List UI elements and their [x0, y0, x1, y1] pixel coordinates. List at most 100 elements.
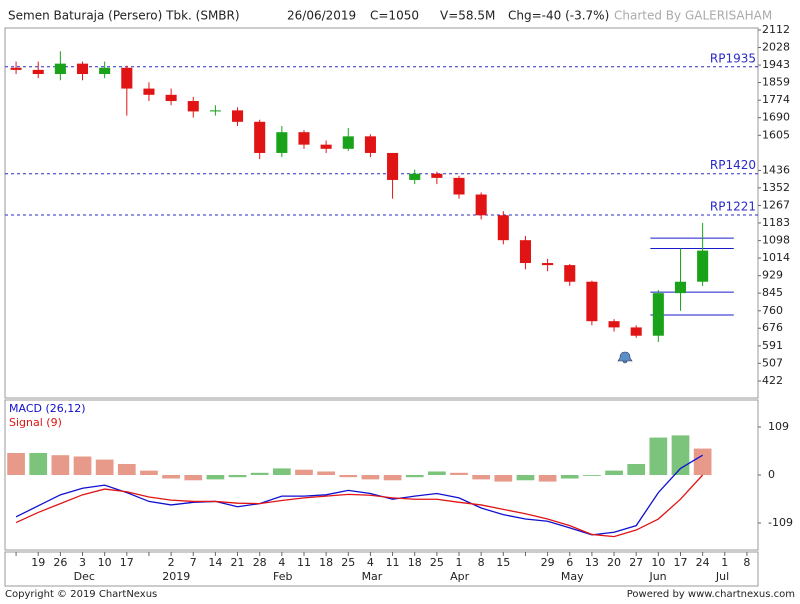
candle-body: [320, 144, 332, 149]
x-tick-label: 4: [367, 556, 374, 569]
month-label: Jun: [648, 570, 666, 583]
histogram-bar: [95, 459, 114, 475]
y-tick-label: 1690: [762, 111, 790, 124]
alert-bell: [617, 351, 633, 364]
histogram-bar: [428, 471, 446, 475]
histogram-bar: [538, 475, 557, 482]
y-tick-label: 1774: [762, 93, 790, 106]
candle-body: [431, 173, 443, 178]
x-tick-label: 10: [98, 556, 112, 569]
candle-body: [586, 281, 598, 322]
histogram-bar: [627, 463, 646, 475]
candle-body: [298, 132, 310, 145]
candle-body: [608, 321, 620, 328]
x-tick-label: 8: [478, 556, 485, 569]
close: C=1050: [370, 9, 419, 23]
y-tick-label: 0: [768, 468, 775, 481]
y-tick-label: 1352: [762, 181, 790, 194]
y-tick-label: 1183: [762, 216, 790, 229]
candle-body: [342, 136, 354, 149]
candle-body: [497, 215, 509, 241]
histogram-bar: [272, 468, 291, 475]
y-tick-label: 591: [762, 339, 783, 352]
candle-body: [564, 265, 576, 282]
candle-body: [630, 327, 642, 336]
histogram-bar: [250, 472, 269, 475]
histogram-bar: [560, 475, 579, 479]
histogram-bar: [206, 475, 225, 480]
date-axis: [4, 551, 759, 587]
candle-body: [364, 136, 376, 153]
y-tick-label: 2028: [762, 40, 790, 53]
candle-body: [652, 293, 664, 336]
copyright: Copyright © 2019 ChartNexus: [5, 589, 157, 600]
reference-label: RP1221: [710, 200, 756, 214]
y-tick-label: 1436: [762, 163, 790, 176]
candle-body: [32, 69, 44, 75]
x-tick-label: 27: [629, 556, 643, 569]
month-label: Jul: [715, 570, 729, 583]
histogram-bar: [184, 475, 203, 481]
x-tick-label: 17: [673, 556, 687, 569]
histogram-bar: [693, 448, 712, 475]
y-tick-label: 760: [762, 304, 783, 317]
y-tick-label: 1098: [762, 234, 790, 247]
candle-body: [697, 250, 709, 282]
candle-body: [10, 67, 22, 70]
x-tick-label: 11: [297, 556, 311, 569]
histogram-bar: [383, 475, 402, 481]
volume: V=58.5M: [440, 9, 495, 23]
price-panel: [4, 27, 759, 399]
y-tick-label: 507: [762, 356, 783, 369]
y-tick-label: 929: [762, 269, 783, 282]
histogram-bar: [162, 475, 180, 479]
y-tick-label: 1943: [762, 58, 790, 71]
x-tick-label: 25: [341, 556, 355, 569]
x-tick-label: 24: [696, 556, 710, 569]
x-tick-label: 8: [743, 556, 750, 569]
histogram-bar: [29, 452, 48, 475]
macd-line: [15, 474, 704, 538]
candle-body: [54, 63, 66, 75]
y-tick-label: 1014: [762, 251, 790, 264]
x-tick-label: 3: [79, 556, 86, 569]
candle-body: [387, 152, 399, 180]
date: 26/06/2019: [287, 9, 356, 23]
y-tick-label: 845: [762, 286, 783, 299]
y-tick-label: 422: [762, 374, 783, 387]
histogram-bar: [494, 475, 513, 482]
candle-body: [187, 101, 199, 112]
y-tick-label: 1605: [762, 128, 790, 141]
histogram-bar: [450, 472, 468, 475]
month-label: Mar: [362, 570, 383, 583]
macd-line: [15, 454, 703, 536]
change: Chg=-40 (-3.7%): [508, 9, 609, 23]
histogram-bar: [140, 470, 158, 475]
histogram-bar: [7, 452, 25, 475]
candle-body: [276, 132, 288, 153]
y-tick-label: -109: [768, 516, 793, 529]
x-tick-label: 14: [208, 556, 222, 569]
histogram-bar: [339, 475, 358, 478]
histogram-bar: [295, 469, 313, 475]
x-tick-label: 11: [386, 556, 400, 569]
candle-body: [475, 194, 487, 216]
month-label: Feb: [273, 570, 292, 583]
candle-body: [143, 88, 155, 95]
histogram-bar: [516, 475, 535, 481]
candle-body: [254, 121, 266, 153]
month-label: Dec: [74, 570, 95, 583]
month-label: Apr: [450, 570, 470, 583]
x-tick-label: 7: [190, 556, 197, 569]
histogram-bar: [583, 475, 601, 476]
x-tick-label: 25: [430, 556, 444, 569]
candle-body: [99, 67, 111, 75]
histogram-bar: [472, 475, 491, 480]
x-tick-label: 20: [607, 556, 621, 569]
credit: Charted By GALERISAHAM: [614, 9, 772, 23]
histogram-bar: [73, 456, 92, 475]
x-tick-label: 4: [278, 556, 285, 569]
y-tick-label: 2112: [762, 23, 790, 36]
x-tick-label: 17: [120, 556, 134, 569]
y-tick-label: 1267: [762, 199, 790, 212]
